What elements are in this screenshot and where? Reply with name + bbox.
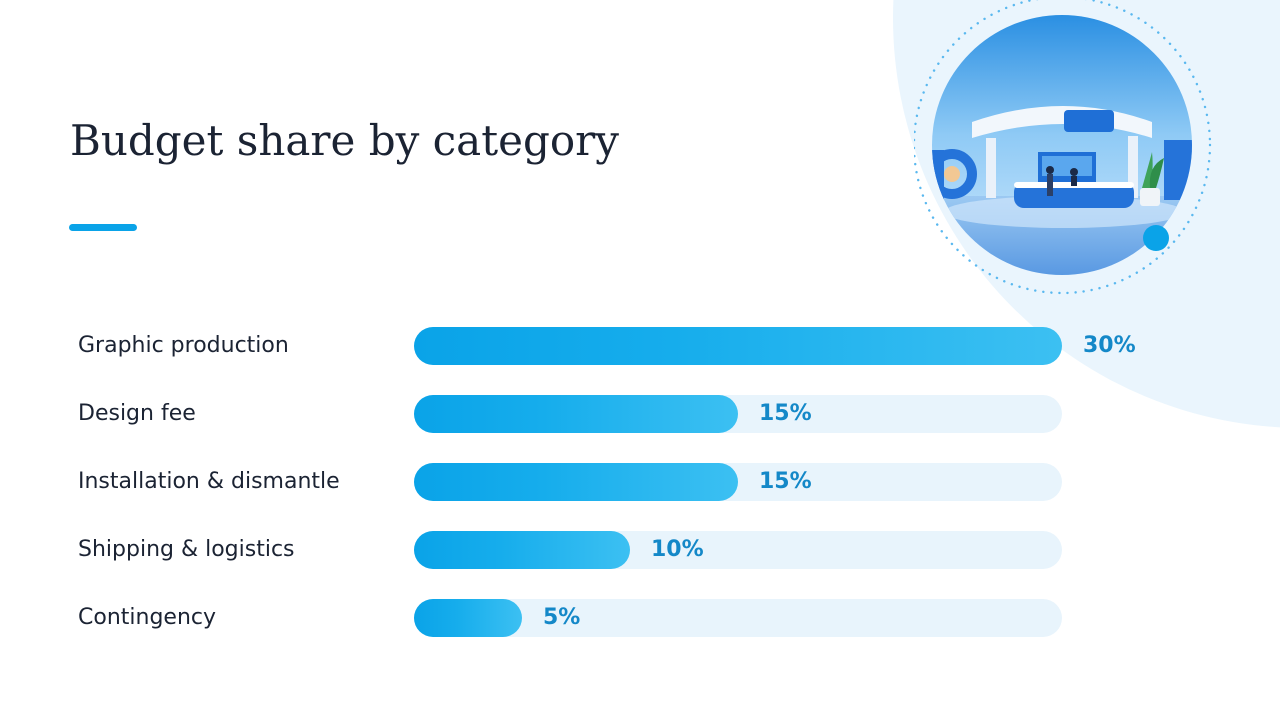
page-title: Budget share by category [70,116,619,165]
bar [414,531,630,569]
bar-track [414,599,1062,637]
bar-value-label: 10% [651,537,704,562]
category-label: Graphic production [78,333,289,358]
bar-value-label: 5% [543,605,581,630]
bar [414,395,738,433]
bar-value-label: 15% [759,469,812,494]
bar-value-label: 30% [1083,333,1136,358]
category-label: Installation & dismantle [78,469,340,494]
category-label: Contingency [78,605,217,630]
bar [414,463,738,501]
category-label: Shipping & logistics [78,537,295,562]
bar [414,599,522,637]
exhibition-booth-photo-icon [914,0,1214,300]
category-label: Design fee [78,401,196,426]
bar [414,327,1062,365]
bar-value-label: 15% [759,401,812,426]
title-accent-line [69,224,137,231]
